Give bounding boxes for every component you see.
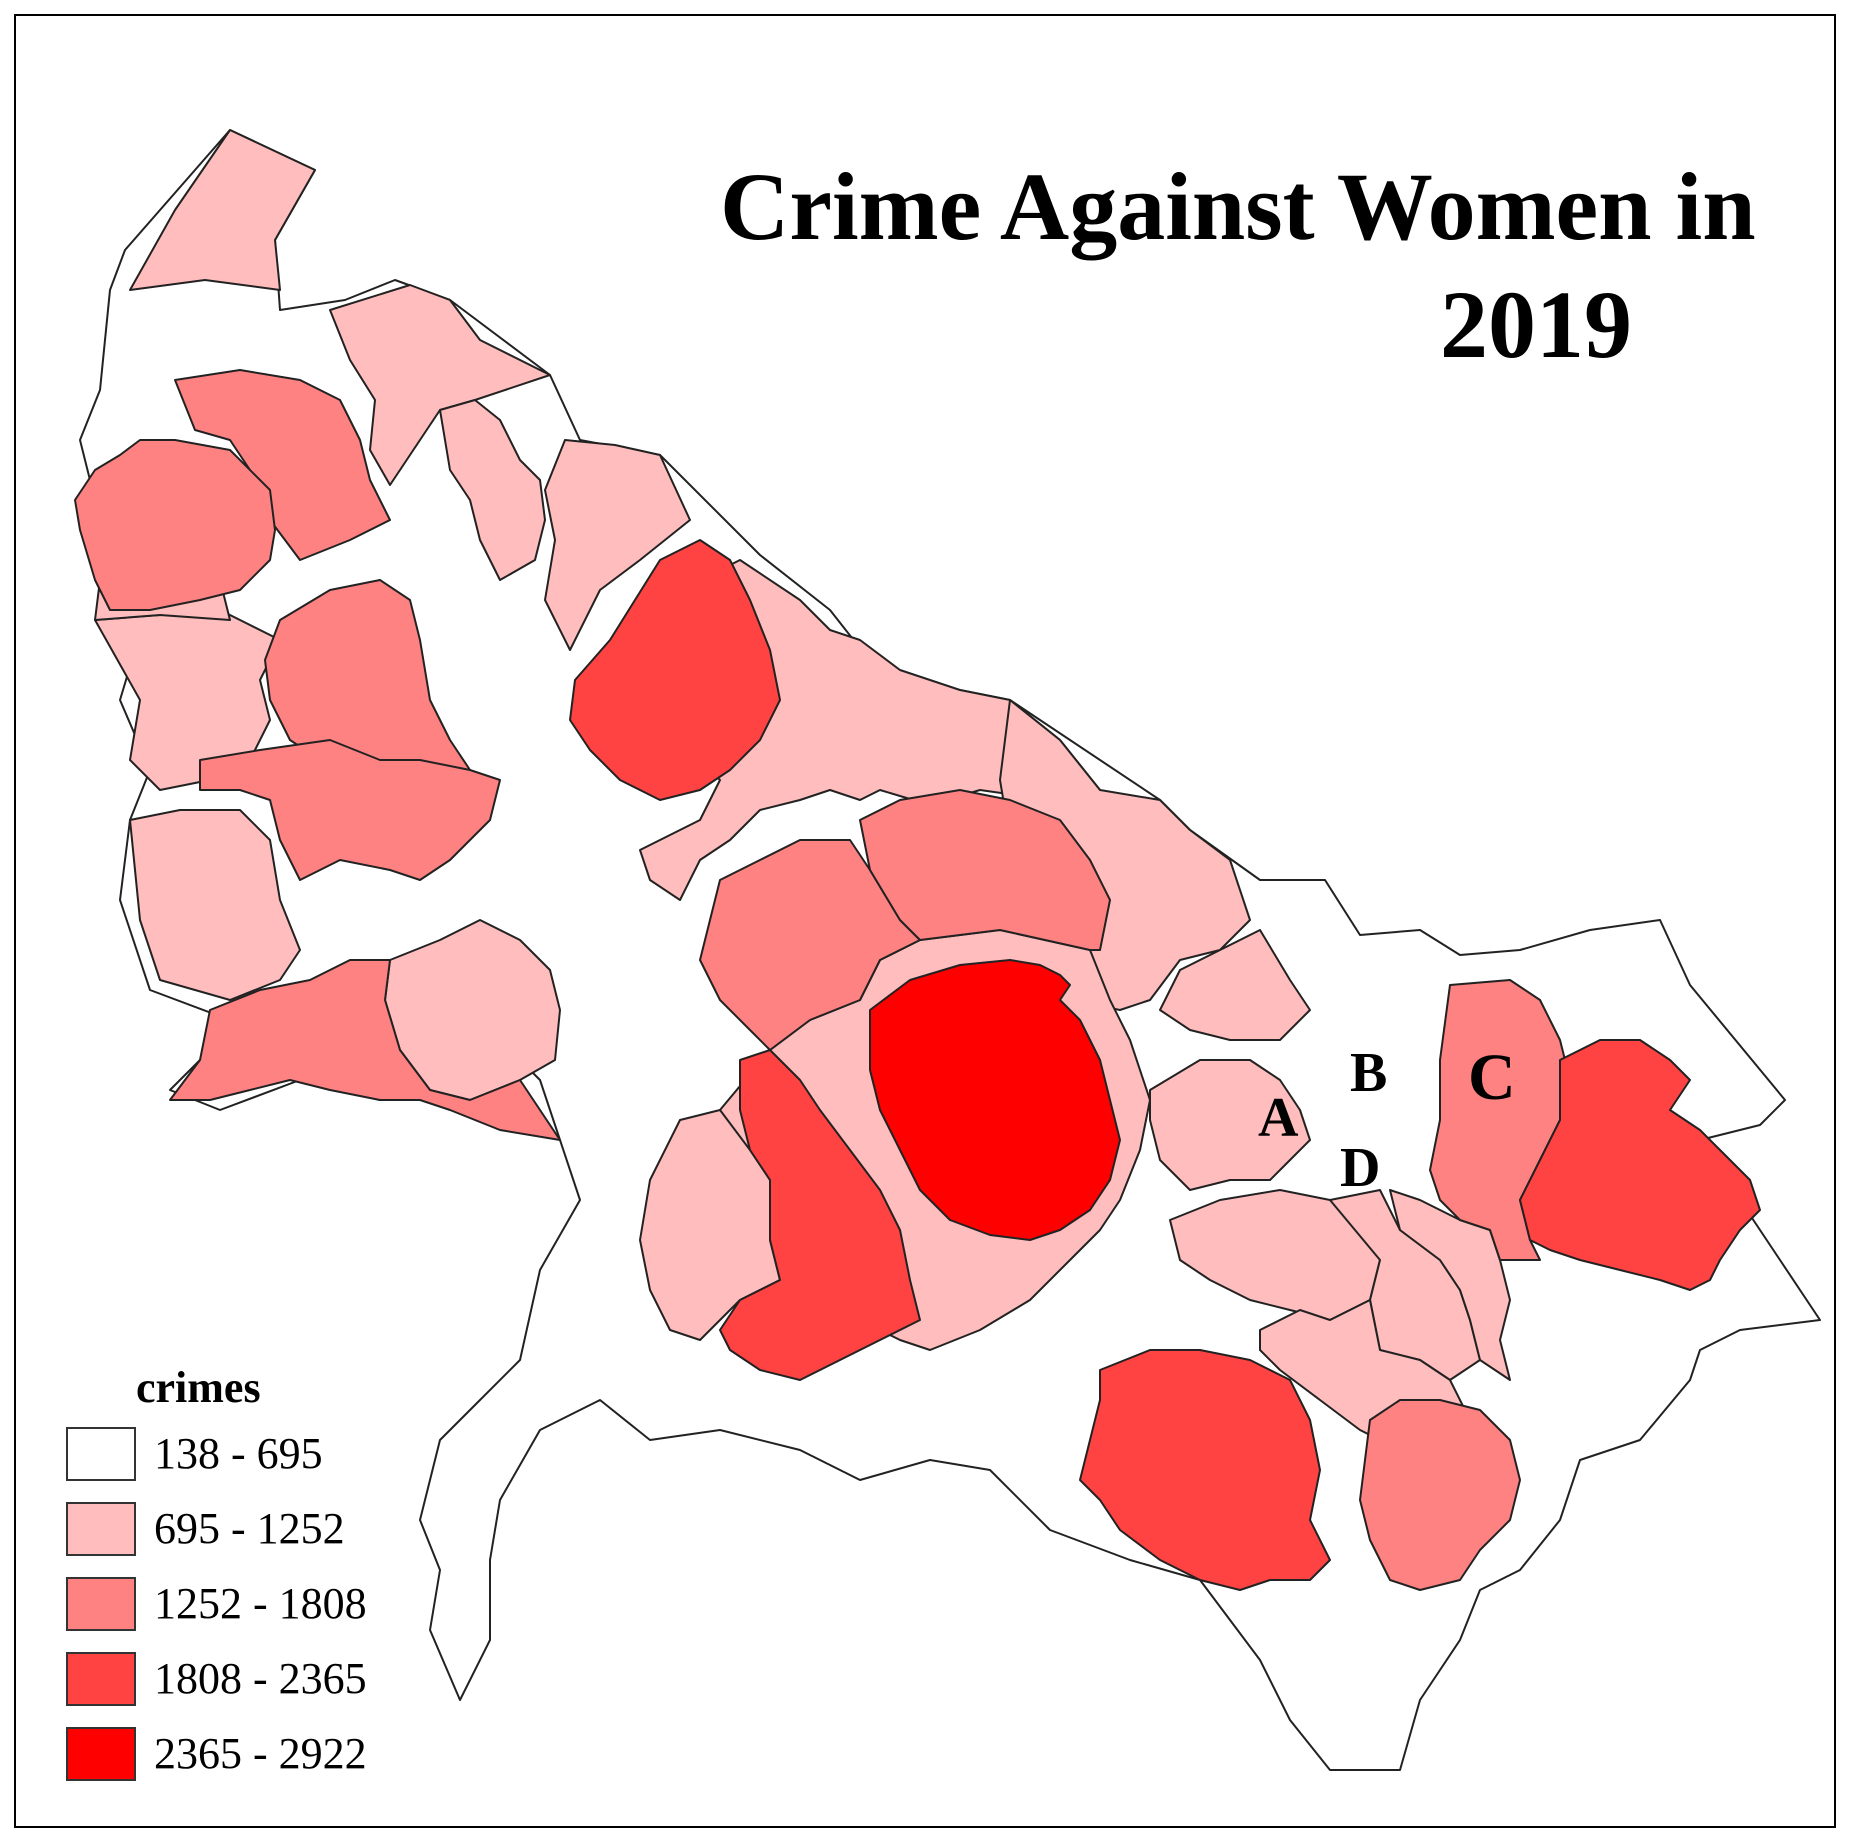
district-south-dark — [1079, 1349, 1331, 1591]
region-label-c: C — [1468, 1041, 1516, 1114]
title-line-2: 2019 — [1440, 271, 1632, 378]
district-east-a — [1149, 1059, 1311, 1191]
title-line-1: Crime Against Women in — [720, 153, 1756, 260]
district-center-west-2 — [699, 839, 921, 1051]
district-center-darkest — [869, 959, 1121, 1241]
legend-label: 1808 - 2365 — [154, 1654, 367, 1703]
legend-swatch — [66, 1501, 136, 1556]
legend-item: 1808 - 2365 — [66, 1641, 446, 1716]
district-south-west-band — [169, 959, 561, 1141]
legend-swatch — [66, 1726, 136, 1781]
legend-item: 695 - 1252 — [66, 1491, 446, 1566]
district-east-c — [1429, 979, 1571, 1261]
legend-swatch — [66, 1576, 136, 1631]
legend-item: 1252 - 1808 — [66, 1566, 446, 1641]
legend-label: 138 - 695 — [154, 1429, 323, 1478]
district-north-dark — [569, 539, 781, 801]
district-east-small — [1159, 929, 1311, 1041]
district-north-west-1 — [174, 369, 391, 561]
map-title: Crime Against Women in 2019 — [720, 148, 1770, 384]
district-west-2 — [129, 809, 301, 1001]
legend-label: 1252 - 1808 — [154, 1579, 367, 1628]
legend-swatch — [66, 1426, 136, 1481]
district-south-east-medium — [1359, 1399, 1521, 1591]
legend-label: 695 - 1252 — [154, 1504, 345, 1553]
legend: crimes 138 - 695 695 - 1252 1252 - 1808 … — [66, 1360, 446, 1800]
district-southwest-dark — [719, 1049, 921, 1381]
district-east-dark — [1519, 1039, 1761, 1291]
district-west-4 — [199, 739, 501, 881]
region-label-d: D — [1340, 1137, 1381, 1199]
district-north-4 — [544, 439, 691, 651]
legend-item: 138 - 695 — [66, 1416, 446, 1491]
legend-title: crimes — [136, 1363, 261, 1412]
region-label-b: B — [1350, 1042, 1388, 1104]
district-center-north — [859, 789, 1111, 951]
district-north-tip — [129, 129, 316, 291]
district-north-west-circle — [74, 439, 276, 611]
legend-label: 2365 - 2922 — [154, 1729, 367, 1778]
region-label-a: A — [1258, 1087, 1299, 1149]
district-north-3 — [439, 399, 546, 581]
legend-swatch — [66, 1651, 136, 1706]
legend-item: 2365 - 2922 — [66, 1716, 446, 1791]
